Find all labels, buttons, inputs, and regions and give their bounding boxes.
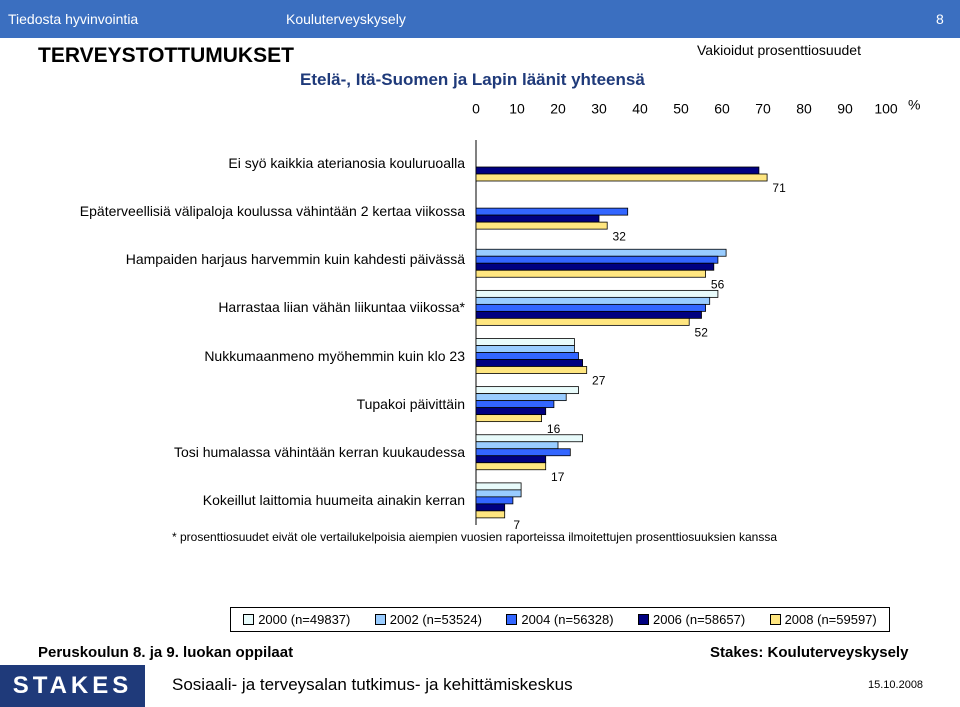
bar <box>475 393 567 402</box>
data-label: 56 <box>711 277 725 291</box>
x-tick-label: 0 <box>472 101 480 117</box>
bar <box>475 455 547 464</box>
chart-subtitle: Etelä-, Itä-Suomen ja Lapin läänit yhtee… <box>300 70 645 89</box>
bar <box>475 366 588 374</box>
data-label: 52 <box>695 326 709 340</box>
bar <box>475 414 542 423</box>
data-label: 71 <box>772 181 786 195</box>
data-label: 7 <box>513 518 520 532</box>
legend: 2000 (n=49837) 2002 (n=53524) 2004 (n=5632… <box>230 607 890 632</box>
bar <box>475 207 629 216</box>
bar <box>475 510 506 519</box>
legend-swatch <box>374 614 386 625</box>
footer-org: Sosiaali- ja terveysalan tutkimus- ja ke… <box>172 675 573 694</box>
bar <box>475 503 506 512</box>
category-label: Ei syö kaikkia aterianosia kouluruoalla <box>228 155 465 172</box>
legend-item: 2002 (n=53524) <box>374 612 482 627</box>
bar <box>475 317 690 326</box>
footer-date: 15.10.2008 <box>868 679 924 691</box>
legend-item: 2000 (n=49837) <box>243 612 350 627</box>
footer-group: Peruskoulun 8. ja 9. luokan oppilaat <box>38 644 294 661</box>
bar <box>475 496 514 505</box>
bar <box>475 310 702 319</box>
category-label: Hampaiden harjaus harvemmin kuin kahdest… <box>125 251 465 268</box>
bar <box>475 462 547 471</box>
bar <box>475 352 579 360</box>
page-number: 8 <box>936 11 944 27</box>
legend-item: 2008 (n=59597) <box>769 612 877 627</box>
chart: % 0 10 20 30 40 50 60 70 80 90 100 71 32 56 52 27 16 17 7 <box>472 97 920 532</box>
legend-label: 2006 (n=58657) <box>652 612 746 627</box>
x-tick-label: 80 <box>796 101 812 117</box>
bar <box>475 441 559 450</box>
x-tick-label: 60 <box>714 101 730 117</box>
bar <box>475 400 555 409</box>
category-label: Epäterveellisiä välipaloja koulussa vähi… <box>79 203 465 220</box>
footnote: * prosenttiosuudet eivät ole vertailukel… <box>172 530 778 544</box>
footer-source: Stakes: Kouluterveyskysely <box>710 644 909 661</box>
category-label: Kokeillut laittomia huumeita ainakin ker… <box>202 491 465 508</box>
bar <box>475 482 522 491</box>
bar <box>475 489 522 498</box>
bar <box>475 296 711 305</box>
header-left: Tiedosta hyvinvointia <box>8 11 139 27</box>
chart-note: Vakioidut prosenttiosuudet <box>697 42 861 58</box>
x-tick-label: 70 <box>755 101 771 117</box>
data-label: 32 <box>613 229 627 243</box>
bar <box>475 248 727 257</box>
legend-swatch <box>243 614 255 625</box>
bar <box>475 166 760 175</box>
bar <box>475 434 583 443</box>
category-label: Nukkumaanmeno myöhemmin kuin klo 23 <box>204 347 465 364</box>
category-label: Tosi humalassa vähintään kerran kuukaude… <box>173 443 465 460</box>
legend-swatch <box>637 614 649 625</box>
legend-label: 2000 (n=49837) <box>258 612 351 627</box>
bar <box>475 255 719 264</box>
bar <box>475 221 608 230</box>
x-unit: % <box>908 97 920 113</box>
bar <box>475 448 571 457</box>
x-tick-label: 40 <box>632 101 648 117</box>
data-label: 17 <box>551 470 565 484</box>
bar <box>475 359 583 367</box>
bar <box>475 303 707 312</box>
legend-swatch <box>769 614 781 625</box>
bar <box>475 262 715 271</box>
bar <box>475 269 707 278</box>
x-tick-label: 100 <box>874 101 898 117</box>
bar <box>475 345 575 353</box>
x-tick-label: 30 <box>591 101 607 117</box>
x-tick-label: 50 <box>673 101 689 117</box>
data-label: 16 <box>547 422 561 436</box>
data-label: 27 <box>592 374 606 388</box>
legend-swatch <box>506 614 518 625</box>
legend-item: 2004 (n=56328) <box>506 612 614 627</box>
bar <box>475 289 719 298</box>
category-label: Tupakoi päivittäin <box>356 395 465 412</box>
chart-title: TERVEYSTOTTUMUKSET <box>38 44 294 67</box>
bottom-bar: STAKES Sosiaali- ja terveysalan tutkimus… <box>0 665 960 707</box>
legend-item: 2006 (n=58657) <box>637 612 746 627</box>
category-label: Harrastaa liian vähän liikuntaa viikossa… <box>218 299 465 316</box>
legend-label: 2002 (n=53524) <box>389 612 482 627</box>
bar <box>475 338 575 346</box>
bar <box>475 386 579 395</box>
header-bar: Tiedosta hyvinvointia Kouluterveyskysely… <box>0 0 960 38</box>
bar <box>475 407 547 416</box>
logo: STAKES <box>0 665 145 707</box>
x-tick-label: 20 <box>550 101 566 117</box>
header-center: Kouluterveyskysely <box>286 11 406 27</box>
legend-label: 2004 (n=56328) <box>521 612 614 627</box>
x-tick-label: 10 <box>509 101 525 117</box>
x-tick-label: 90 <box>837 101 853 117</box>
bar <box>475 173 768 182</box>
legend-label: 2008 (n=59597) <box>784 612 877 627</box>
bar <box>475 214 600 223</box>
